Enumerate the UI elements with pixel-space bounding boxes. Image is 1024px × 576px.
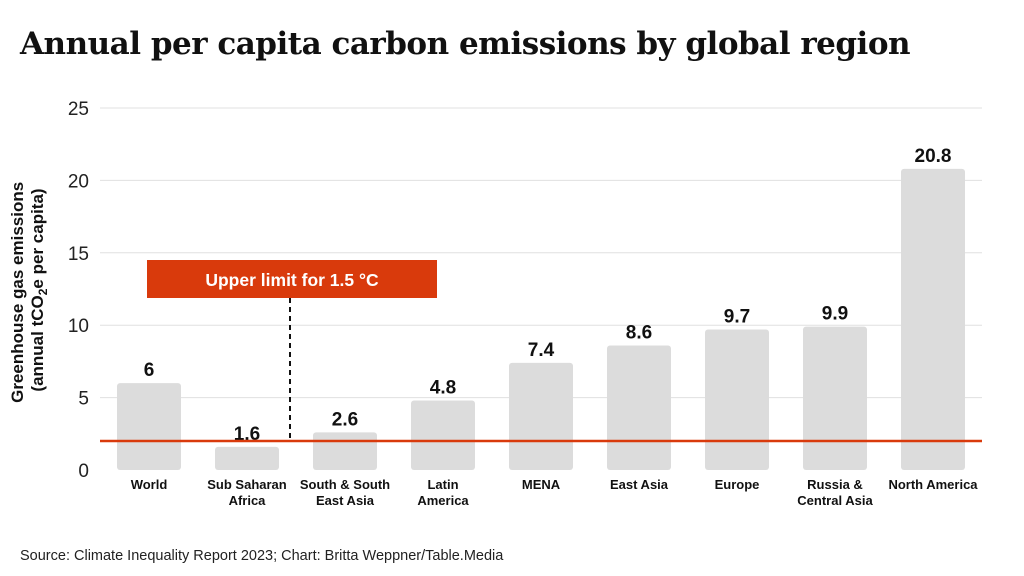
y-axis-label: Greenhouse gas emissions (annual tCO2e p… (8, 177, 50, 403)
x-category-label: Africa (229, 493, 267, 508)
x-category-label: Latin (427, 477, 458, 492)
y-tick-label: 20 (68, 171, 89, 192)
y-tick-label: 15 (68, 244, 89, 265)
y-tick-label: 25 (68, 99, 89, 120)
x-category-label: South & South (300, 477, 390, 492)
bar (411, 400, 475, 470)
y-axis-label-subscript: 2 (36, 288, 50, 295)
y-axis-ticks: 0 5 10 15 20 25 (68, 99, 89, 482)
data-label: 8.6 (626, 322, 652, 343)
y-tick-label: 0 (78, 461, 89, 482)
data-label: 1.6 (234, 424, 260, 445)
x-category-label: Russia & (807, 477, 863, 492)
chart-title: Annual per capita carbon emissions by gl… (20, 26, 911, 62)
x-category-label: East Asia (316, 493, 375, 508)
x-category-label: Sub Saharan (207, 477, 287, 492)
bar (607, 345, 671, 470)
data-label: 4.8 (430, 377, 456, 398)
bar-chart: 0 5 10 15 20 25 Greenhouse gas emissions (ann… (8, 99, 982, 508)
x-category-label: World (131, 477, 168, 492)
x-category-label: East Asia (610, 477, 669, 492)
annotation-label: Upper limit for 1.5 °C (205, 270, 379, 290)
data-label: 9.7 (724, 307, 750, 328)
data-label: 7.4 (528, 340, 555, 361)
data-labels: 6 1.6 2.6 4.8 7.4 8.6 9.7 9.9 20.8 (144, 146, 952, 445)
bar (509, 362, 573, 470)
y-tick-label: 10 (68, 316, 89, 337)
x-category-label: MENA (522, 477, 561, 492)
bar (803, 326, 867, 470)
bar (705, 329, 769, 470)
data-label: 9.9 (822, 304, 848, 325)
data-label: 20.8 (915, 146, 952, 167)
bar (117, 383, 181, 470)
y-axis-label-line2-post: e per capita) (28, 188, 47, 288)
x-category-label: North America (888, 477, 978, 492)
x-category-label: America (417, 493, 469, 508)
data-label: 2.6 (332, 409, 358, 430)
source-note: Source: Climate Inequality Report 2023; … (20, 548, 504, 564)
x-category-label: Central Asia (797, 493, 873, 508)
bar (313, 432, 377, 470)
data-label: 6 (144, 360, 155, 381)
annotation-box (147, 260, 437, 298)
x-category-label: Europe (715, 477, 760, 492)
y-tick-label: 5 (78, 389, 89, 410)
y-axis-label-line1: Greenhouse gas emissions (8, 182, 27, 403)
bar (901, 168, 965, 471)
bar (215, 446, 279, 470)
y-axis-label-line2-pre: (annual tCO (28, 295, 47, 391)
